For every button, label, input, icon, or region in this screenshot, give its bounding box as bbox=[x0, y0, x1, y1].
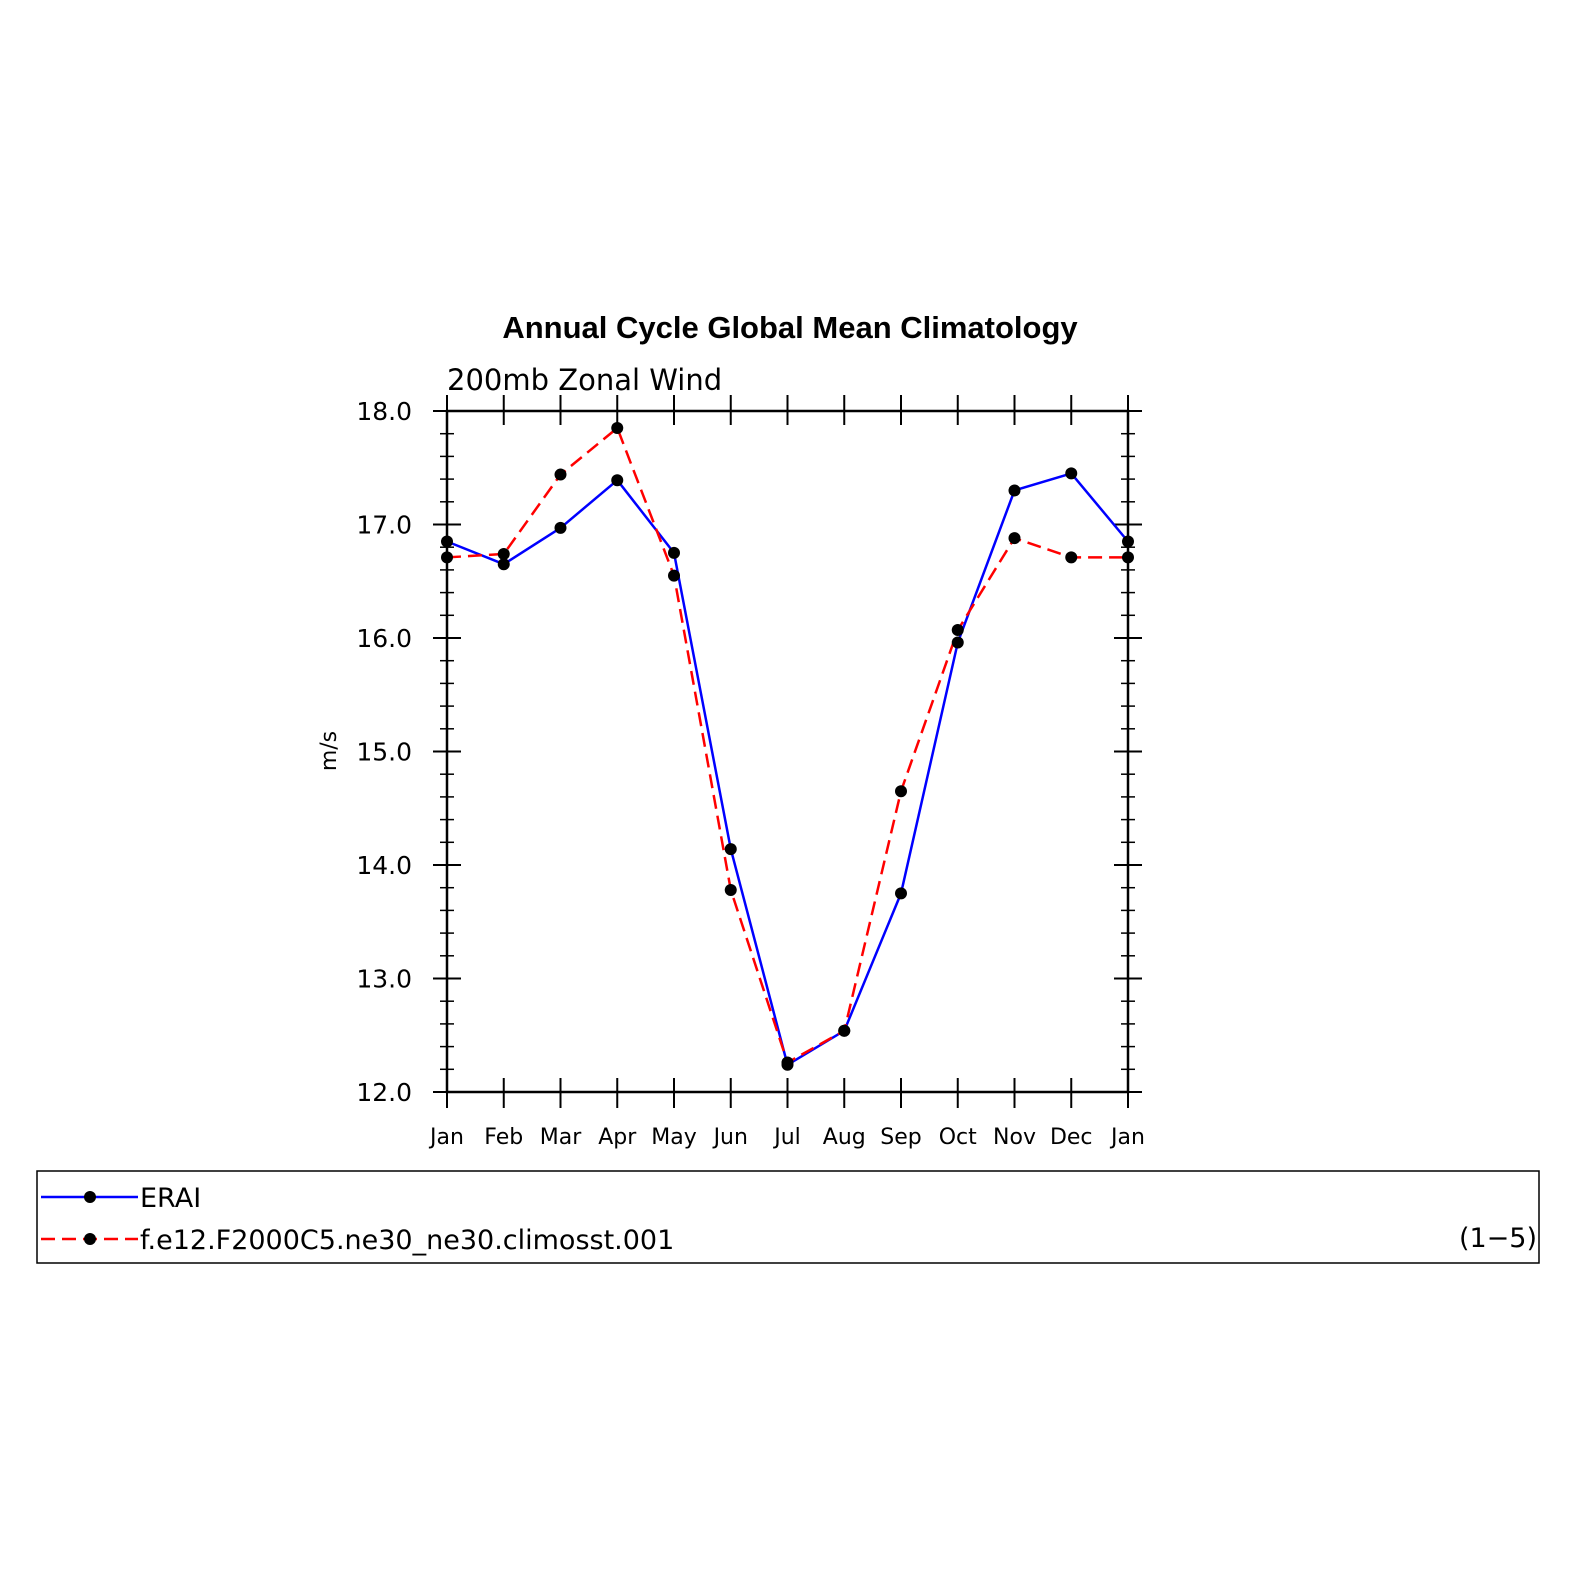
data-point-1 bbox=[895, 785, 907, 798]
legend-label-0: ERAI bbox=[140, 1183, 201, 1214]
data-point-0 bbox=[1008, 484, 1021, 497]
axis-ticks bbox=[433, 395, 1142, 1108]
data-point-1 bbox=[838, 1024, 851, 1037]
legend: ERAI f.e12.F2000C5.ne30_ne30.climosst.001 bbox=[41, 1183, 674, 1256]
data-point-1 bbox=[554, 468, 567, 481]
series-group bbox=[441, 422, 1134, 1071]
data-point-1 bbox=[951, 624, 964, 637]
x-tick-label: Oct bbox=[939, 1125, 977, 1150]
x-tick-label: Aug bbox=[823, 1125, 866, 1150]
data-point-1 bbox=[1065, 551, 1078, 564]
x-tick-label: Jun bbox=[712, 1125, 748, 1150]
x-tick-label: Nov bbox=[993, 1125, 1036, 1150]
x-tick-label: Mar bbox=[540, 1125, 582, 1150]
data-point-1 bbox=[781, 1056, 794, 1069]
x-tick-label: May bbox=[651, 1125, 696, 1150]
data-point-1 bbox=[668, 569, 680, 582]
x-tick-label: Jan bbox=[428, 1125, 464, 1150]
data-point-1 bbox=[1008, 532, 1021, 545]
x-tick-label: Sep bbox=[880, 1125, 921, 1150]
data-point-1 bbox=[724, 883, 737, 896]
x-tick-label: Dec bbox=[1050, 1125, 1093, 1150]
y-tick-label: 15.0 bbox=[356, 738, 412, 767]
y-axis-label: m/s bbox=[317, 731, 342, 771]
x-tick-label: Feb bbox=[484, 1125, 523, 1150]
series-line-0 bbox=[446, 472, 1129, 1067]
data-point-0 bbox=[895, 887, 907, 900]
chart-title: Annual Cycle Global Mean Climatology bbox=[502, 310, 1078, 345]
data-point-0 bbox=[497, 558, 510, 571]
series-line-1 bbox=[446, 426, 1128, 1064]
data-point-0 bbox=[1065, 467, 1078, 480]
x-tick-label: Jul bbox=[772, 1125, 801, 1150]
plot-frame bbox=[445, 409, 1130, 1094]
y-tick-label: 16.0 bbox=[356, 624, 412, 653]
data-point-0 bbox=[951, 636, 964, 649]
y-tick-label: 12.0 bbox=[356, 1078, 412, 1107]
y-tick-label: 13.0 bbox=[356, 965, 412, 994]
legend-note: (1−5) bbox=[1459, 1223, 1537, 1254]
y-tick-label: 17.0 bbox=[356, 511, 412, 540]
tick-labels: Jan Feb Mar Apr May Jun Jul Aug Sep Oct Nov Dec Jan 1… bbox=[356, 397, 1145, 1150]
x-tick-label: Jan bbox=[1109, 1125, 1145, 1150]
chart-subtitle: 200mb Zonal Wind bbox=[447, 363, 722, 397]
y-tick-label: 18.0 bbox=[356, 397, 412, 426]
data-point-1 bbox=[611, 422, 624, 435]
legend-label-1: f.e12.F2000C5.ne30_ne30.climosst.001 bbox=[140, 1225, 674, 1256]
x-tick-label: Apr bbox=[598, 1125, 637, 1150]
legend-box bbox=[36, 1170, 1540, 1264]
data-point-0 bbox=[724, 843, 737, 856]
data-point-0 bbox=[668, 546, 680, 559]
legend-marker-0 bbox=[84, 1191, 96, 1203]
data-point-0 bbox=[611, 474, 624, 487]
y-tick-label: 14.0 bbox=[356, 851, 412, 880]
legend-marker-1 bbox=[84, 1233, 96, 1245]
data-point-0 bbox=[554, 521, 567, 534]
data-point-1 bbox=[497, 548, 510, 561]
